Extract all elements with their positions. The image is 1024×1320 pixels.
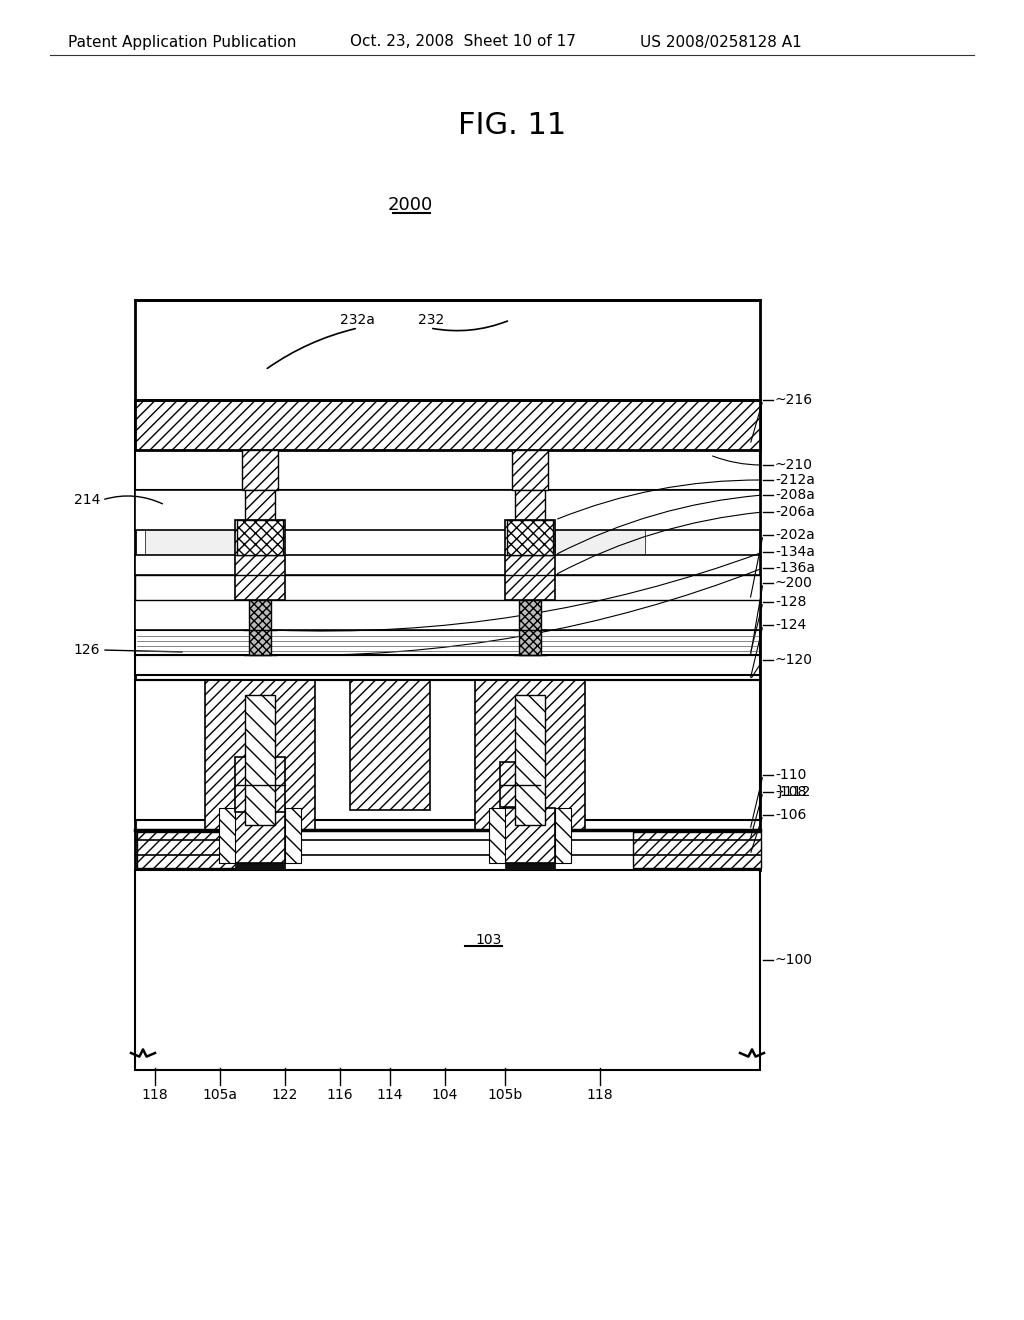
Bar xyxy=(135,450,760,490)
Bar xyxy=(237,520,283,554)
Bar xyxy=(245,490,275,531)
Text: 114: 114 xyxy=(377,1088,403,1102)
Text: -208a: -208a xyxy=(775,488,815,502)
Bar xyxy=(205,680,315,830)
Bar xyxy=(234,520,285,601)
Bar xyxy=(234,756,285,812)
Bar xyxy=(135,490,760,531)
Bar xyxy=(633,832,761,869)
Text: 103: 103 xyxy=(475,933,502,946)
Bar xyxy=(135,400,760,870)
Bar xyxy=(145,450,234,601)
Text: ~100: ~100 xyxy=(775,953,813,968)
Text: 2000: 2000 xyxy=(387,195,432,214)
Text: 104: 104 xyxy=(432,1088,458,1102)
Text: 105b: 105b xyxy=(487,1088,522,1102)
Text: 116: 116 xyxy=(327,1088,353,1102)
Text: Patent Application Publication: Patent Application Publication xyxy=(68,34,296,49)
Bar xyxy=(350,680,430,810)
Bar xyxy=(505,520,555,601)
Text: -124: -124 xyxy=(775,618,806,632)
Bar xyxy=(507,520,553,554)
Bar xyxy=(234,863,285,870)
Text: ~200: ~200 xyxy=(775,576,813,590)
Bar xyxy=(489,808,505,863)
Text: US 2008/0258128 A1: US 2008/0258128 A1 xyxy=(640,34,802,49)
Bar xyxy=(135,655,760,675)
Text: -202a: -202a xyxy=(775,528,815,543)
Text: -212a: -212a xyxy=(775,473,815,487)
Bar xyxy=(519,601,541,655)
Text: 232: 232 xyxy=(418,313,444,327)
Text: 126: 126 xyxy=(74,643,100,657)
Text: -106: -106 xyxy=(775,808,806,822)
Bar xyxy=(135,680,760,820)
Bar xyxy=(135,576,760,601)
Bar xyxy=(500,762,540,807)
Text: -206a: -206a xyxy=(775,506,815,519)
Text: -128: -128 xyxy=(775,595,806,609)
Text: -134a: -134a xyxy=(775,545,815,558)
Text: ~216: ~216 xyxy=(775,393,813,407)
Text: -108: -108 xyxy=(775,785,806,799)
Text: ~210: ~210 xyxy=(775,458,813,473)
Bar xyxy=(285,808,301,863)
Bar xyxy=(219,808,234,863)
Text: FIG. 11: FIG. 11 xyxy=(458,111,566,140)
Bar xyxy=(555,808,571,863)
Text: 232a: 232a xyxy=(340,313,375,327)
Bar xyxy=(135,554,760,576)
Bar xyxy=(249,601,271,655)
Bar xyxy=(512,450,548,490)
Text: 118: 118 xyxy=(587,1088,613,1102)
Text: -136a: -136a xyxy=(775,561,815,576)
Bar xyxy=(135,601,760,630)
Text: 105a: 105a xyxy=(203,1088,238,1102)
Bar xyxy=(135,300,760,400)
Bar xyxy=(555,450,645,601)
Bar xyxy=(245,696,275,825)
Bar xyxy=(515,696,545,825)
Text: Oct. 23, 2008  Sheet 10 of 17: Oct. 23, 2008 Sheet 10 of 17 xyxy=(350,34,575,49)
Bar xyxy=(135,630,760,655)
Bar xyxy=(505,808,555,863)
Bar xyxy=(234,808,285,863)
Bar xyxy=(515,490,545,531)
Bar xyxy=(137,832,242,869)
Text: 214: 214 xyxy=(74,492,100,507)
Text: 122: 122 xyxy=(271,1088,298,1102)
Text: }112: }112 xyxy=(775,785,810,799)
Bar xyxy=(475,680,585,830)
Text: -110: -110 xyxy=(775,768,806,781)
Bar xyxy=(135,870,760,1071)
Text: 118: 118 xyxy=(141,1088,168,1102)
Bar xyxy=(135,400,760,450)
Bar xyxy=(242,450,278,490)
Bar xyxy=(505,863,555,870)
Text: ~120: ~120 xyxy=(775,653,813,667)
